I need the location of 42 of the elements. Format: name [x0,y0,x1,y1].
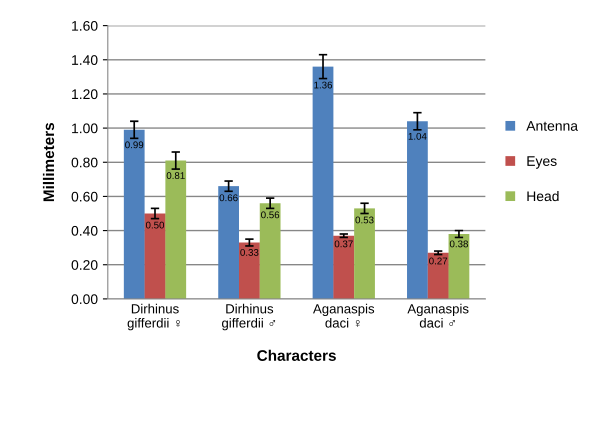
bar [239,242,260,299]
bar [165,160,186,299]
y-tick-label: 0.40 [72,226,98,236]
bar [428,252,449,299]
bar [354,208,375,299]
data-label: 0.37 [334,240,353,248]
y-tick-label: 0.00 [72,294,98,304]
y-tick-label: 0.60 [72,192,98,202]
data-label: 0.99 [125,141,144,148]
data-label: 0.66 [220,194,238,202]
bar [124,130,145,299]
bar [333,236,354,299]
data-label: 0.53 [355,216,374,224]
x-tick-label: Aganaspis daci ♀ [313,304,374,328]
data-label: 0.38 [450,240,468,248]
y-tick-label: 1.00 [72,123,98,134]
data-label: 0.27 [429,258,448,264]
y-tick-label: 1.60 [72,20,98,31]
legend-label: Head [527,190,559,202]
x-tick-label: Dirhinus gifferdii ♀ [128,304,180,330]
bar [312,66,334,299]
data-label: 0.56 [261,211,280,218]
x-axis-title: Characters [257,350,336,361]
legend-label: Antenna [526,121,578,131]
x-tick-label: Aganaspis daci ♂ [407,304,469,328]
y-axis-title: Millimeters [42,122,54,202]
x-tick-label: Dirhinus gifferdii ♂ [222,304,276,330]
legend-label: Eyes [527,156,557,169]
y-tick-label: 0.20 [72,260,98,270]
bar [448,234,470,299]
y-tick-label: 1.20 [72,89,98,100]
bar [260,203,281,299]
bar [407,121,428,299]
bar [144,214,166,299]
data-label: 0.33 [240,248,258,256]
y-tick-label: 1.40 [72,55,98,65]
data-label: 1.36 [314,82,332,88]
data-label: 0.81 [166,172,185,180]
y-tick-label: 0.80 [72,158,98,168]
bar [218,186,239,299]
data-label: 0.50 [146,222,164,229]
data-label: 1.04 [408,132,427,140]
